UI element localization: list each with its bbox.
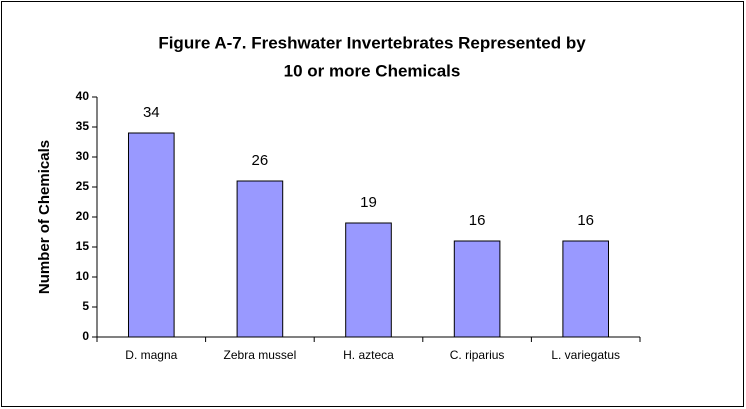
x-tick-label: Zebra mussel xyxy=(224,348,297,362)
value-label: 16 xyxy=(577,212,594,229)
value-label: 34 xyxy=(143,104,160,121)
bar xyxy=(562,240,610,338)
x-tick-label: H. azteca xyxy=(343,348,394,362)
value-label: 26 xyxy=(252,152,269,169)
y-tick-label: 0 xyxy=(82,329,89,343)
bar xyxy=(127,132,175,338)
y-tick-label: 35 xyxy=(76,119,90,133)
x-tick-label: C. riparius xyxy=(450,348,505,362)
y-tick-label: 25 xyxy=(76,179,90,193)
x-tick-label: D. magna xyxy=(125,348,177,362)
chart-title: 10 or more Chemicals xyxy=(284,61,461,80)
y-tick-label: 15 xyxy=(76,239,90,253)
bar xyxy=(236,180,284,338)
y-tick-label: 30 xyxy=(76,149,90,163)
y-tick-label: 10 xyxy=(76,269,90,283)
y-tick-label: 40 xyxy=(76,89,90,103)
bar xyxy=(453,240,501,338)
x-tick-label: L. variegatus xyxy=(551,348,620,362)
bar xyxy=(345,222,392,338)
value-label: 19 xyxy=(360,194,377,211)
y-tick-label: 5 xyxy=(82,299,89,313)
y-tick-label: 20 xyxy=(76,209,90,223)
value-label: 16 xyxy=(469,212,486,229)
chart-title: Figure A-7. Freshwater Invertebrates Rep… xyxy=(158,33,586,52)
y-axis-label: Number of Chemicals xyxy=(36,140,53,294)
